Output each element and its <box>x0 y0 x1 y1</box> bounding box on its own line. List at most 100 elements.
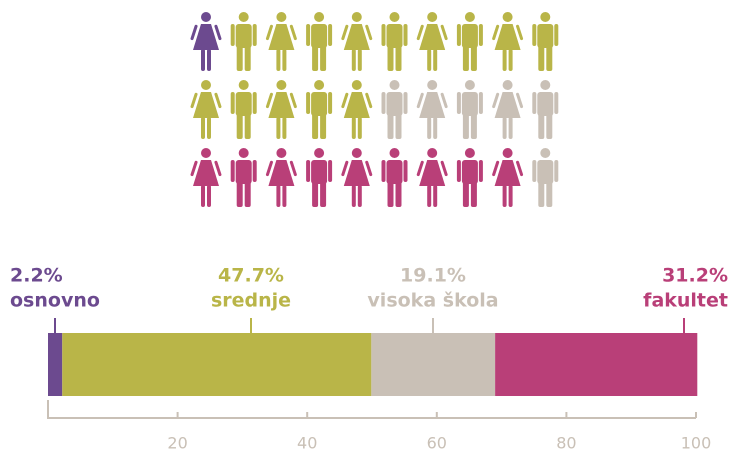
icon-arm <box>328 24 333 46</box>
icon-leg <box>546 112 553 139</box>
icon-body <box>343 24 370 50</box>
male-icon <box>381 80 408 139</box>
icon-head <box>502 148 513 158</box>
male-icon <box>230 80 257 139</box>
icon-head <box>314 80 325 90</box>
female-icon <box>265 148 297 207</box>
icon-leg <box>282 49 287 71</box>
icon-leg <box>427 117 432 139</box>
icon-leg <box>470 180 477 207</box>
icon-leg <box>462 112 469 139</box>
icon-leg <box>236 180 243 207</box>
icon-body <box>419 160 446 186</box>
icon-body <box>537 24 554 48</box>
icon-leg <box>387 180 394 207</box>
icon-arm <box>289 24 297 41</box>
icon-arm <box>532 24 537 46</box>
icon-arm <box>554 160 559 182</box>
icon-leg <box>538 180 545 207</box>
icon-body <box>235 92 252 116</box>
icon-arm <box>341 24 349 41</box>
icon-head <box>427 12 438 22</box>
icon-arm <box>306 92 311 114</box>
icon-body <box>386 24 403 48</box>
female-icon <box>341 12 373 71</box>
icon-arm <box>328 92 333 114</box>
icon-leg <box>470 44 477 71</box>
icon-leg <box>357 117 362 139</box>
icon-arm <box>516 160 524 177</box>
male-icon <box>456 12 483 71</box>
icon-head <box>464 80 475 90</box>
icon-arm <box>265 24 273 41</box>
icon-arm <box>492 24 500 41</box>
icon-arm <box>214 160 222 177</box>
icon-leg <box>538 112 545 139</box>
icon-head <box>351 80 362 90</box>
icon-head <box>540 148 551 158</box>
icon-leg <box>538 44 545 71</box>
icon-arm <box>478 92 483 114</box>
icon-arm <box>289 160 297 177</box>
icon-leg <box>312 44 319 71</box>
female-icon <box>265 80 297 139</box>
bar-segment <box>48 333 63 396</box>
icon-arm <box>306 24 311 46</box>
icon-arm <box>416 24 424 41</box>
icon-arm <box>416 92 424 109</box>
icon-arm <box>190 92 198 109</box>
icon-head <box>238 148 249 158</box>
icon-arm <box>478 160 483 182</box>
icon-arm <box>492 92 500 109</box>
icon-leg <box>320 44 327 71</box>
icon-arm <box>214 24 222 41</box>
icon-leg <box>357 185 362 207</box>
icon-leg <box>282 117 287 139</box>
icon-arm <box>381 92 386 114</box>
category-label: visoka škola <box>367 290 498 312</box>
icon-arm <box>403 160 408 182</box>
icon-leg <box>201 49 205 71</box>
icon-arm <box>341 92 349 109</box>
icon-head <box>389 80 400 90</box>
icon-body <box>494 160 521 186</box>
icon-leg <box>546 44 553 71</box>
icon-body <box>311 24 328 48</box>
icon-body <box>461 24 478 48</box>
icon-body <box>537 160 554 184</box>
bar-segment <box>62 333 372 396</box>
female-icon <box>341 80 373 139</box>
icon-head <box>464 12 475 22</box>
icon-leg <box>282 185 287 207</box>
female-icon <box>190 80 222 139</box>
x-tick-label: 100 <box>681 434 712 452</box>
icon-body <box>311 92 328 116</box>
female-icon <box>190 12 222 71</box>
icon-arm <box>440 24 448 41</box>
icon-leg <box>244 44 251 71</box>
icon-arm <box>341 160 349 177</box>
icon-arm <box>532 92 537 114</box>
icon-head <box>464 148 475 158</box>
icon-body <box>494 24 521 50</box>
icon-body <box>461 92 478 116</box>
icon-leg <box>427 49 432 71</box>
icon-head <box>427 80 438 90</box>
icon-head <box>427 148 438 158</box>
icon-head <box>351 12 362 22</box>
icon-arm <box>190 24 198 41</box>
icon-head <box>201 80 211 90</box>
x-tick-label: 80 <box>556 434 576 452</box>
icon-arm <box>532 160 537 182</box>
female-icon <box>341 148 373 207</box>
icon-arm <box>554 92 559 114</box>
male-icon <box>532 148 559 207</box>
female-icon <box>492 12 524 71</box>
icon-leg <box>470 112 477 139</box>
icon-head <box>238 12 249 22</box>
icon-body <box>419 24 446 50</box>
icon-arm <box>456 92 461 114</box>
icon-leg <box>387 44 394 71</box>
icon-head <box>389 12 400 22</box>
icon-body <box>537 92 554 116</box>
